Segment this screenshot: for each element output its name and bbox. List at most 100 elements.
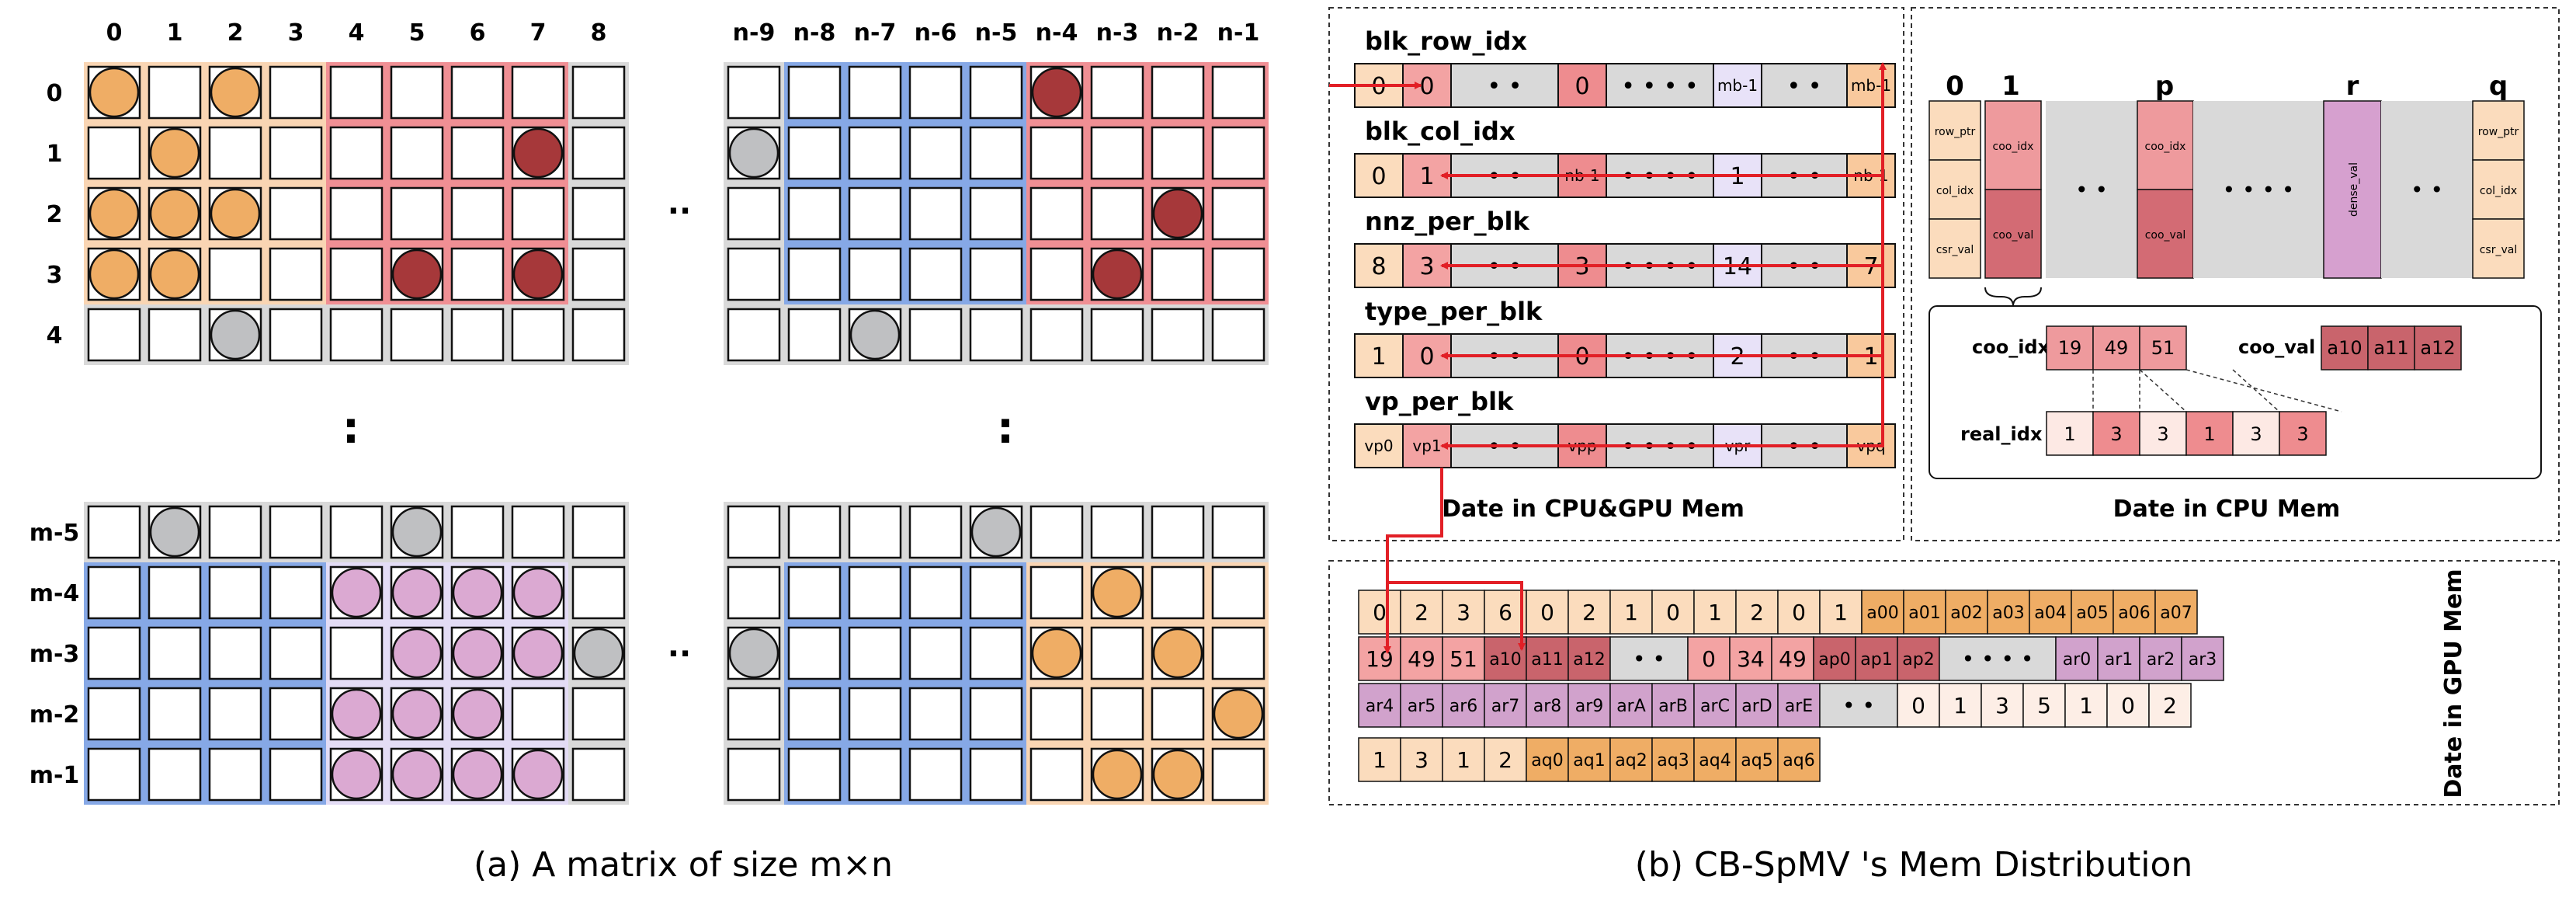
- matrix-cell: [390, 65, 444, 120]
- gpu-array-value: aq5: [1741, 751, 1772, 771]
- column-label: 1: [167, 19, 183, 47]
- gpu-array-cell: [2106, 683, 2150, 728]
- gpu-array-cell: [2064, 683, 2108, 728]
- coo-idx-value: 49: [2105, 337, 2129, 359]
- matrix-cell: [1090, 626, 1144, 680]
- coo-field-label: coo_val: [2145, 229, 2186, 242]
- nonzero-dot: [149, 188, 200, 239]
- matrix-cell: [511, 186, 565, 241]
- nonzero-dot: [89, 67, 140, 118]
- matrix-cell: [571, 65, 626, 120]
- row-label: m-5: [30, 520, 80, 547]
- gpu-array-cell: [1651, 737, 1695, 782]
- gpu-array-cell: [1903, 590, 1946, 635]
- gpu-array-cell: [1526, 683, 1569, 728]
- gpu-array-value: 51: [1449, 646, 1477, 672]
- gpu-array-value: 0: [1373, 600, 1387, 625]
- column-label: 3: [288, 19, 304, 47]
- array-cell-value: 8: [1371, 253, 1386, 280]
- matrix-cell: [208, 626, 262, 680]
- matrix-cell: [1151, 247, 1205, 301]
- nonzero-dot: [512, 127, 564, 179]
- array-cell-value: mb-1: [1851, 76, 1891, 95]
- matrix-cell: [969, 247, 1023, 301]
- array-name: vp_per_blk: [1365, 387, 1514, 416]
- gpu-array-cell: [2154, 590, 2198, 635]
- sparse-matrix: 0 1 2 3 4 5 6 7 8 n-9 n-8 n-7 n-6 n-5 n-4 n-3 n-2 n-1 0 1 2 3…: [30, 19, 1269, 805]
- matrix-cell: [329, 247, 384, 301]
- gpu-array-cell: [1400, 590, 1443, 635]
- curly-brace: [1984, 287, 2042, 307]
- gpu-array-cell: [1567, 737, 1611, 782]
- coo-val-value-cell: [2414, 325, 2462, 370]
- column-label: 6: [470, 19, 486, 47]
- matrix-cell: [329, 186, 384, 241]
- csr-field-label: csr_val: [2480, 244, 2518, 256]
- matrix-cell: [1029, 565, 1084, 620]
- gpu-array-value: 3: [1456, 600, 1470, 625]
- gpu-array-value: 0: [1540, 600, 1554, 625]
- gpu-array-cell: [1777, 737, 1821, 782]
- matrix-cell: [969, 626, 1023, 680]
- gpu-array-value: a12: [1573, 650, 1605, 670]
- gpu-array-cell: [1651, 683, 1695, 728]
- caption-a: (a) A matrix of size m×n: [474, 845, 893, 885]
- gpu-array-cell: [2071, 590, 2114, 635]
- gpu-array-cell: [1442, 737, 1485, 782]
- nonzero-dot: [1152, 188, 1203, 239]
- cpu-gpu-title: Date in CPU&GPU Mem: [1442, 496, 1745, 523]
- gpu-array-cell: [1526, 590, 1569, 635]
- gpu-array-value: a04: [2034, 604, 2066, 623]
- matrix-cell: [390, 186, 444, 241]
- coo-val-value: a10: [2327, 337, 2362, 359]
- matrix-cell: [390, 308, 444, 362]
- matrix-cell: [450, 126, 505, 180]
- matrix-cell: [787, 747, 842, 802]
- matrix-cell: [87, 308, 141, 362]
- coo-val-value: a11: [2373, 337, 2408, 359]
- array-cell: [1450, 63, 1559, 108]
- column-label: 0: [106, 19, 123, 47]
- gpu-array-cell: [1693, 683, 1737, 728]
- csr-field-cell: [2472, 100, 2525, 161]
- gpu-array-cell: [1609, 636, 1689, 681]
- matrix-cell: [908, 308, 963, 362]
- gpu-array-cell: [1897, 636, 1940, 681]
- gpu-array-value: 1: [1708, 600, 1722, 625]
- array-cell-value: vp0: [1364, 437, 1393, 455]
- gpu-array-value: ap1: [1860, 650, 1892, 670]
- csr-field-cell: [2472, 159, 2525, 220]
- column-label: 7: [530, 19, 547, 47]
- cpu-column-label: p: [2155, 71, 2174, 102]
- gpu-array-cell: [1567, 636, 1611, 681]
- gpu-array-value: aq6: [1783, 751, 1814, 771]
- nonzero-dot: [391, 628, 443, 679]
- gpu-array-value: 1: [1456, 747, 1470, 773]
- matrix-cell: [969, 126, 1023, 180]
- real-idx-value-cell: [2092, 411, 2140, 456]
- matrix-cell: [787, 126, 842, 180]
- array-cell-value: mb-1: [1717, 76, 1758, 95]
- matrix-cell: [848, 565, 902, 620]
- gpu-array-value: aq3: [1657, 751, 1689, 771]
- pointer-arrows: [1329, 62, 1887, 654]
- gpu-array-value: 0: [1702, 646, 1716, 672]
- matrix-cell: [1211, 626, 1265, 680]
- gpu-array-cell: [2148, 683, 2192, 728]
- gpu-array-value: arD: [1741, 697, 1772, 716]
- matrix-cell: [571, 247, 626, 301]
- matrix-cell: [1211, 308, 1265, 362]
- gpu-array-value: a06: [2118, 604, 2150, 623]
- gpu-array-cell: [1687, 636, 1731, 681]
- matrix-cell: [148, 565, 202, 620]
- matrix-cell: [87, 565, 141, 620]
- matrix-cell: [787, 247, 842, 301]
- cpu-title: Date in CPU Mem: [2113, 496, 2341, 523]
- matrix-cell: [1151, 126, 1205, 180]
- gpu-array-cell: [1693, 590, 1737, 635]
- gpu-array-cell: [1484, 737, 1527, 782]
- gpu-array-cell: [1442, 590, 1485, 635]
- real-idx-value-cell: [2185, 411, 2234, 456]
- gpu-array-cell: [1939, 636, 2057, 681]
